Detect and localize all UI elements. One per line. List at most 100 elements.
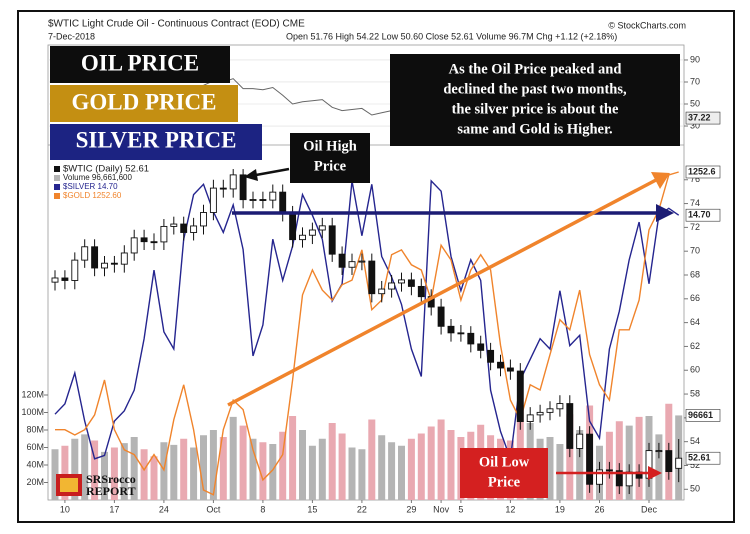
volume-bar [655, 434, 663, 500]
candle-body [219, 187, 227, 190]
volume-bar [229, 416, 237, 500]
annotation-line: the silver price is about the [452, 101, 619, 117]
x-tick-label: Oct [206, 504, 221, 514]
volume-tick-label: 60M [26, 442, 44, 452]
rsi-tick-label: 70 [690, 76, 700, 86]
volume-bar [71, 438, 79, 500]
volume-bar [180, 438, 188, 500]
volume-bar [61, 445, 69, 500]
candle-body [497, 361, 504, 369]
y-tick-label: 52 [690, 460, 700, 470]
x-tick-label: 24 [159, 504, 169, 514]
volume-bar [447, 430, 455, 500]
volume-bar [348, 447, 356, 500]
candle-body [596, 469, 603, 485]
candle-body [368, 260, 376, 295]
legend-label: $SILVER 14.70 [63, 182, 118, 191]
annotation-line: Price [314, 158, 347, 174]
candle-body [506, 367, 514, 372]
candle-body [556, 403, 564, 410]
y-tick-label: 70 [690, 246, 700, 256]
gold-arrow [227, 172, 670, 407]
annotation-line: Oil Low [479, 454, 530, 470]
candle-body [605, 469, 613, 472]
annotation-line: As the Oil Price peaked and [449, 61, 622, 77]
legend-label: Volume 96,661,600 [63, 173, 132, 182]
candle-body [170, 223, 178, 227]
candle-body [51, 277, 59, 283]
annotation-line: declined the past two months, [443, 81, 627, 97]
logo [56, 474, 82, 496]
annotation-line: same and Gold is Higher. [457, 121, 612, 137]
volume-bar [110, 447, 118, 500]
volume-tick-label: 80M [26, 424, 44, 434]
candle-body [299, 234, 306, 241]
gold-last: 1252.6 [688, 166, 716, 176]
volume-bar [299, 430, 306, 500]
x-tick-label: 8 [260, 504, 265, 514]
candle-body [308, 229, 316, 236]
volume-bar [289, 416, 297, 500]
candle-body [526, 414, 534, 422]
candle-body [71, 259, 79, 281]
x-tick-label: 5 [458, 504, 463, 514]
candle-body [665, 450, 673, 472]
source: © StockCharts.com [608, 20, 686, 30]
volume-bar [170, 444, 178, 500]
x-tick-label: 10 [60, 504, 70, 514]
volume-bar [407, 438, 415, 500]
candle-body [279, 191, 287, 214]
silver-box-label: SILVER PRICE [76, 127, 237, 152]
volume-bar [259, 442, 267, 500]
volume-last-bg [685, 409, 721, 422]
series-line [54, 179, 680, 460]
volume-bar [190, 447, 198, 500]
volume-bar [635, 416, 643, 500]
legend-swatch [54, 193, 60, 199]
candle-body [140, 237, 148, 243]
x-tick-label: 17 [109, 504, 119, 514]
candle-body [61, 277, 69, 281]
rsi-tick-label: 50 [690, 98, 700, 108]
legend-swatch [54, 175, 60, 181]
legend-label: $GOLD 1252.60 [63, 191, 122, 200]
volume-bar [546, 437, 554, 500]
volume-bar [200, 435, 207, 500]
rsi-last: 37.22 [688, 112, 711, 122]
x-tick-label: 19 [555, 504, 565, 514]
volume-bar [378, 435, 386, 500]
close-last: 52.61 [688, 453, 711, 463]
candle-body [477, 343, 485, 351]
candle-body [378, 288, 386, 295]
volume-bar [120, 443, 128, 500]
candle-body [546, 408, 554, 413]
volume-bar [150, 456, 158, 500]
gold-last-bg [685, 165, 721, 179]
y-tick-label: 50 [690, 484, 700, 494]
volume-tick-label: 40M [26, 459, 44, 469]
oil-box [50, 46, 230, 83]
volume-bar [239, 425, 247, 500]
x-tick-label: 22 [357, 504, 367, 514]
candle-body [200, 212, 207, 227]
x-tick-label: 12 [505, 504, 515, 514]
candle-body [328, 225, 336, 255]
volume-tick-label: 20M [26, 477, 44, 487]
silver-arrow [232, 204, 674, 222]
candle-body [487, 349, 495, 363]
candle-body [398, 279, 405, 284]
candle-body [348, 261, 356, 268]
candle-body [81, 246, 89, 261]
x-tick-label: Nov [433, 504, 450, 514]
candle-body [447, 325, 455, 334]
quote: Open 51.76 High 54.22 Low 50.60 Close 52… [286, 31, 617, 41]
candle-body [269, 191, 277, 201]
volume-bar [576, 430, 584, 500]
volume-bar [279, 431, 287, 500]
x-tick-label: 29 [406, 504, 416, 514]
volume-bar [398, 445, 405, 500]
logo-line: REPORT [86, 484, 136, 498]
legend-label: $WTIC (Daily) 52.61 [63, 164, 149, 175]
volume-bar [219, 437, 227, 500]
volume-bar [615, 421, 623, 500]
